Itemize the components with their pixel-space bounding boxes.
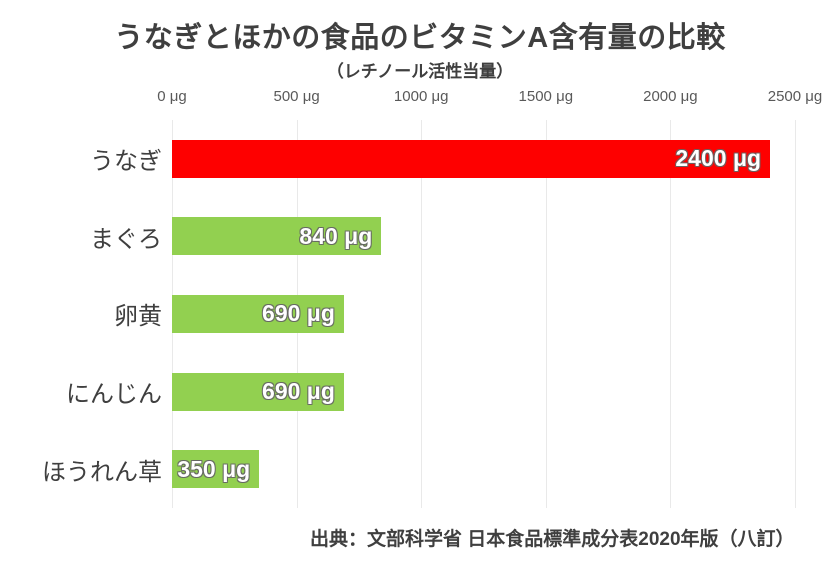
bar-ranou: 690 μg <box>172 294 344 333</box>
x-tick-label: 2500 μg <box>767 88 823 105</box>
category-label: まぐろ <box>90 225 162 253</box>
x-axis: 0 μg 500 μg 1000 μg 1500 μg 2000 μg 2500 μg <box>157 88 822 108</box>
bar-row-hourensou: ほうれん草 350 μg <box>0 450 840 489</box>
category-label: 卵黄 <box>114 303 162 331</box>
source-note: 出典：文部科学省 日本食品標準成分表2020年版（八訂） <box>310 529 795 550</box>
gridline <box>670 120 672 508</box>
bar-row-unagi: うなぎ 2400 μg <box>0 139 840 178</box>
gridline <box>795 120 796 508</box>
x-tick-label: 500 μg <box>273 88 320 105</box>
category-label: うなぎ <box>90 148 162 176</box>
category-label: にんじん <box>66 381 162 409</box>
x-tick-label: 1000 μg <box>393 88 449 105</box>
bar-row-ninjin: にんじん 690 μg <box>0 372 840 411</box>
bar-unagi: 2400 μg <box>172 139 771 178</box>
gridline <box>421 120 423 508</box>
bar-track: 840 μg <box>172 217 795 256</box>
x-tick-label: 0 μg <box>157 88 187 105</box>
chart-title: うなぎとほかの食品のビタミンA含有量の比較 <box>114 22 726 54</box>
bar-track: 690 μg <box>172 372 795 411</box>
bar-track: 2400 μg <box>172 139 795 178</box>
bar-maguro: 840 μg <box>172 217 382 256</box>
bar-value-label: 690 μg <box>262 378 335 405</box>
bar-row-maguro: まぐろ 840 μg <box>0 217 840 256</box>
bar-row-ranou: 卵黄 690 μg <box>0 294 840 333</box>
plot-area: うなぎ 2400 μg まぐろ 840 μg 卵黄 690 μg <box>0 120 840 508</box>
category-label: ほうれん草 <box>42 458 162 486</box>
bar-track: 690 μg <box>172 294 795 333</box>
x-tick-label: 2000 μg <box>643 88 698 105</box>
bar-value-label: 840 μg <box>299 222 373 249</box>
bar-ninjin: 690 μg <box>172 372 344 411</box>
bar-value-label: 690 μg <box>262 300 335 327</box>
bar-track: 350 μg <box>172 450 795 489</box>
bar-value-label: 350 μg <box>177 455 251 482</box>
bar-hourensou: 350 μg <box>172 450 260 489</box>
bar-rows: うなぎ 2400 μg まぐろ 840 μg 卵黄 690 μg <box>0 120 840 508</box>
chart-subtitle: （レチノール活性当量） <box>326 62 514 81</box>
x-tick-label: 1500 μg <box>518 88 574 105</box>
bar-value-label: 2400 μg <box>675 145 762 172</box>
gridline <box>545 120 547 508</box>
